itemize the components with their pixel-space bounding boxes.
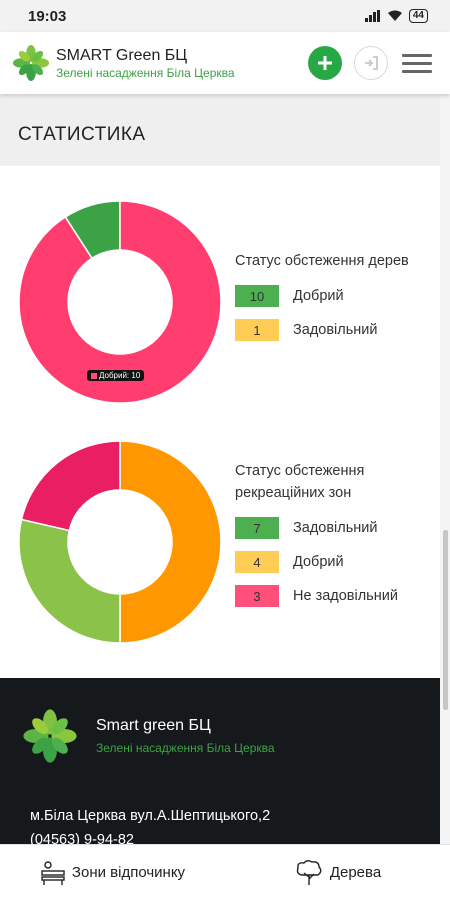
chart-tooltip: Добрий: 10 (87, 370, 145, 381)
leaf-logo-icon (12, 44, 50, 82)
bottom-navigation: Зони відпочинку Дерева (0, 844, 450, 900)
legend-swatch-1-0: 7 (235, 517, 279, 539)
trees-legend: Статус обстеження дерев 10 Добрий 1 Задо… (235, 250, 409, 341)
pie-slice-0-0[interactable] (18, 200, 222, 404)
pie-slice-1-0[interactable] (119, 440, 222, 644)
legend-label-1-2: Не задовільний (293, 588, 398, 604)
brand[interactable]: SMART Green БЦ Зелені насадження Біла Це… (12, 44, 296, 82)
trees-legend-title: Статус обстеження дерев (235, 253, 409, 269)
add-button[interactable] (308, 46, 342, 80)
nav-recreation-zones-label: Зони відпочинку (71, 864, 186, 881)
legend-item: 4 Добрий (235, 551, 398, 573)
plus-icon (318, 56, 332, 70)
trees-status-donut-chart[interactable] (18, 200, 222, 404)
signal-icon (364, 10, 380, 22)
battery-icon: 44 (408, 9, 428, 23)
legend-item: 10 Добрий (235, 285, 409, 307)
status-icons: 44 (364, 9, 428, 23)
footer-title: Smart green БЦ (96, 717, 211, 734)
nav-trees-label: Дерева (329, 864, 382, 881)
footer: Smart green БЦ Зелені насадження Біла Це… (0, 678, 440, 848)
zones-status-donut-chart[interactable] (18, 440, 222, 644)
nav-trees[interactable]: Дерева (225, 859, 450, 887)
hamburger-menu-icon[interactable] (402, 53, 432, 73)
login-button[interactable] (354, 46, 388, 80)
page-title: СТАТИСТИКА (0, 94, 440, 166)
zones-legend-title-1: Статус обстеження (235, 463, 365, 479)
footer-subtitle: Зелені насадження Біла Церква (96, 741, 275, 755)
scrollbar-thumb[interactable] (443, 530, 448, 710)
footer-brand: Smart green БЦ Зелені насадження Біла Це… (22, 708, 275, 764)
login-icon (365, 56, 378, 70)
legend-swatch-0-0: 10 (235, 285, 279, 307)
status-time: 19:03 (28, 7, 67, 25)
bench-icon (41, 860, 65, 885)
legend-swatch-1-1: 4 (235, 551, 279, 573)
legend-label-0-1: Задовільний (293, 322, 378, 338)
app-header: SMART Green БЦ Зелені насадження Біла Це… (0, 32, 450, 94)
legend-label-1-0: Задовільний (293, 520, 378, 536)
wifi-icon (387, 10, 402, 21)
nav-recreation-zones[interactable]: Зони відпочинку (0, 860, 225, 886)
tree-icon (296, 859, 322, 885)
leaf-logo-icon (23, 709, 77, 763)
scrollbar-track[interactable] (440, 96, 450, 844)
legend-label-1-1: Добрий (293, 554, 344, 570)
legend-swatch-1-2: 3 (235, 585, 279, 607)
pie-slice-1-1[interactable] (18, 518, 121, 644)
footer-address: м.Біла Церква вул.А.Шептицького,2 (30, 808, 271, 824)
legend-label-0-0: Добрий (293, 288, 344, 304)
zones-legend-title-2: рекреаційних зон (235, 485, 352, 501)
legend-item: 7 Задовільний (235, 517, 398, 539)
legend-item: 3 Не задовільний (235, 585, 398, 607)
status-bar: 19:03 44 (0, 0, 450, 32)
zones-legend: Статус обстеження рекреаційних зон 7 Зад… (235, 460, 398, 607)
legend-item: 1 Задовільний (235, 319, 409, 341)
brand-subtitle: Зелені насадження Біла Церква (56, 65, 235, 80)
pie-slice-1-2[interactable] (20, 440, 121, 532)
brand-title: SMART Green БЦ (56, 46, 188, 64)
legend-swatch-0-1: 1 (235, 319, 279, 341)
